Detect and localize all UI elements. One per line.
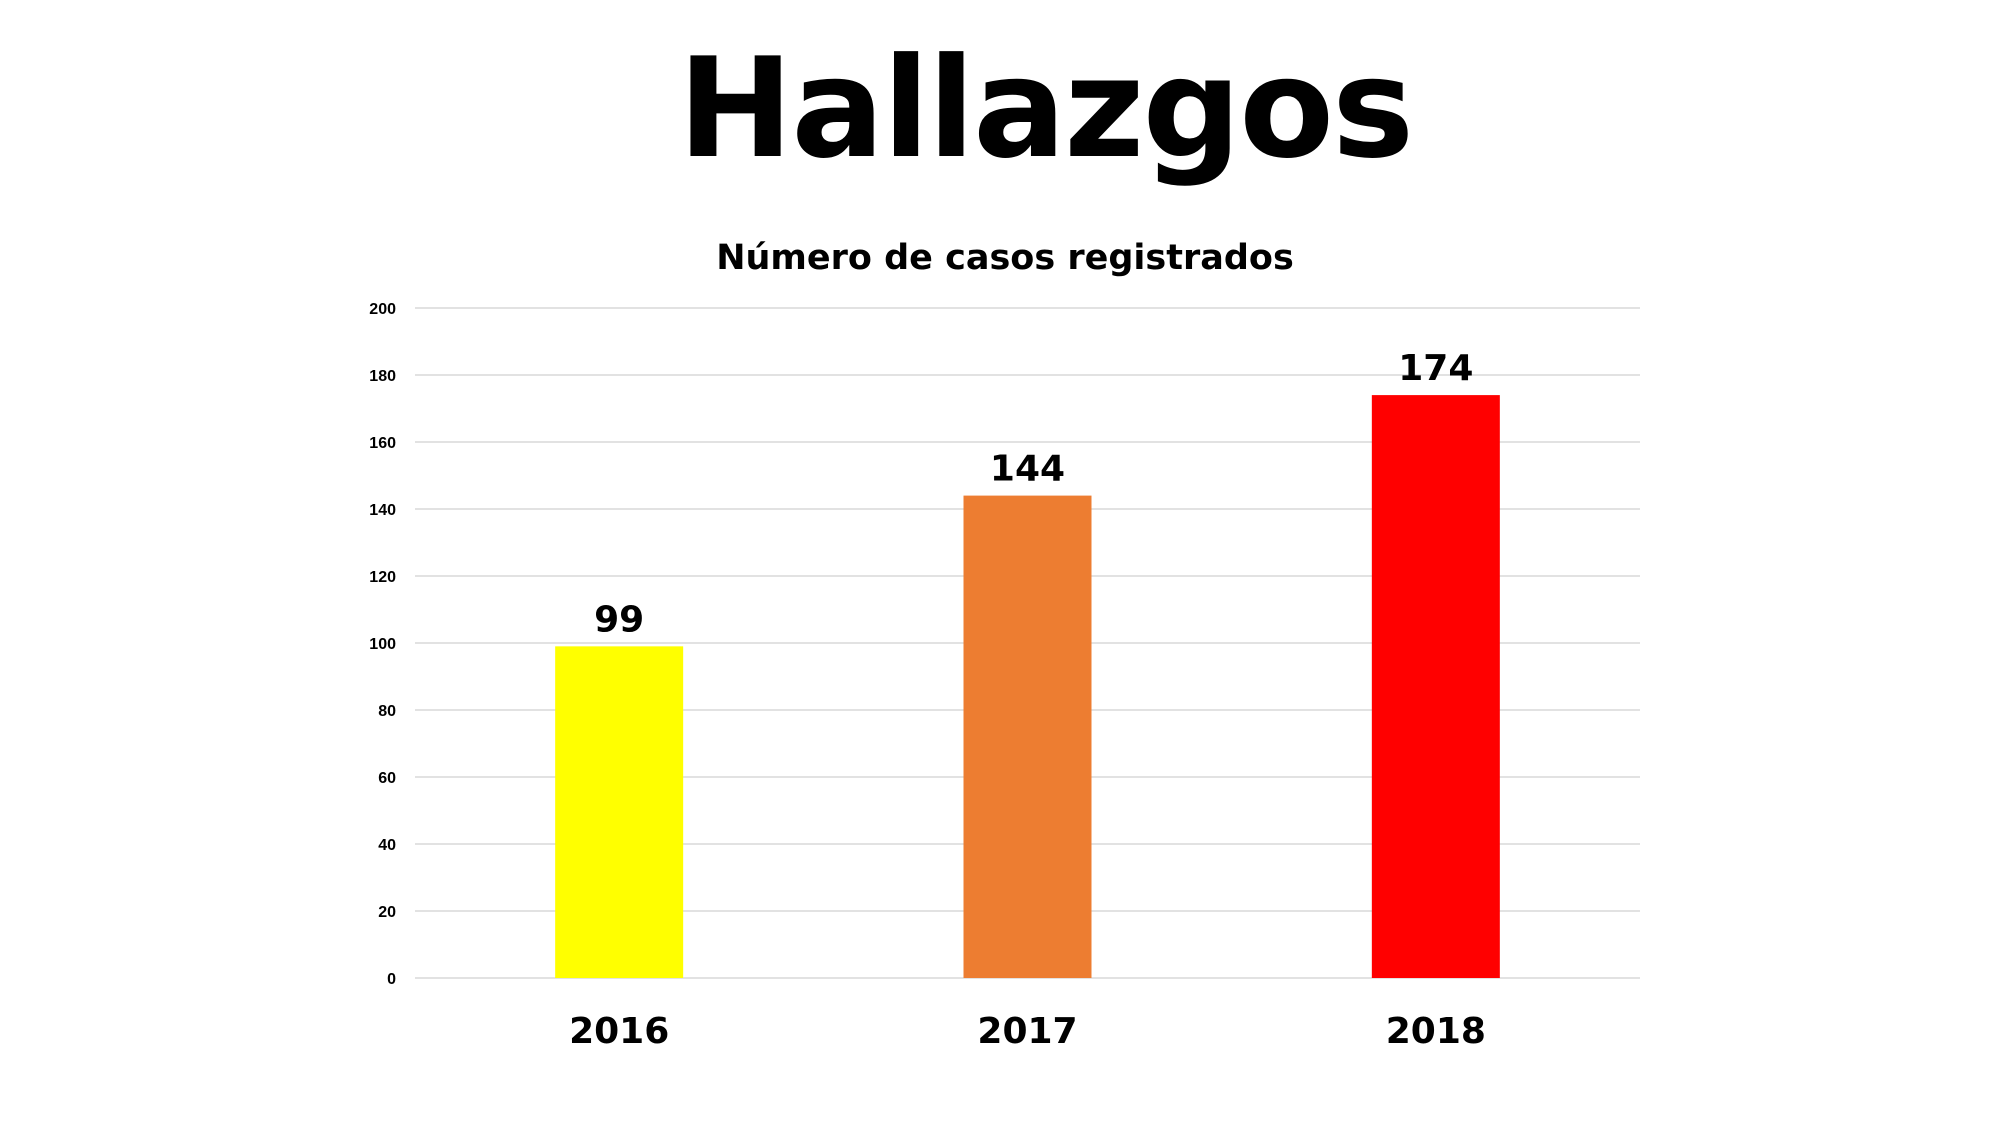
x-category-label: 2017 [977,1011,1077,1052]
data-label-2016: 99 [594,599,644,640]
y-tick-label: 140 [369,502,396,519]
data-label-2018: 174 [1398,348,1473,389]
data-labels: 99 144 174 [594,348,1473,640]
bars [555,395,1500,979]
y-tick-label: 200 [369,301,396,318]
y-tick-label: 120 [369,569,396,586]
y-tick-label: 60 [378,770,396,787]
x-axis-categories: 2016 2017 2018 [569,1011,1486,1052]
bar-2017 [963,495,1092,978]
data-label-2017: 144 [990,449,1065,490]
bar-2016 [555,646,684,978]
x-category-label: 2016 [569,1011,669,1052]
y-tick-label: 80 [378,703,396,720]
chart-title: Número de casos registrados [716,238,1294,278]
slide-title: Hallazgos [677,28,1414,189]
y-tick-label: 20 [378,904,396,921]
y-tick-label: 0 [387,971,396,988]
y-tick-label: 100 [369,636,396,653]
x-category-label: 2018 [1386,1011,1486,1052]
y-axis-ticks: 0 20 40 60 80 100 120 140 160 180 200 [369,301,396,988]
y-tick-label: 160 [369,435,396,452]
y-tick-label: 180 [369,368,396,385]
y-tick-label: 40 [378,837,396,854]
bar-2018 [1371,395,1500,979]
